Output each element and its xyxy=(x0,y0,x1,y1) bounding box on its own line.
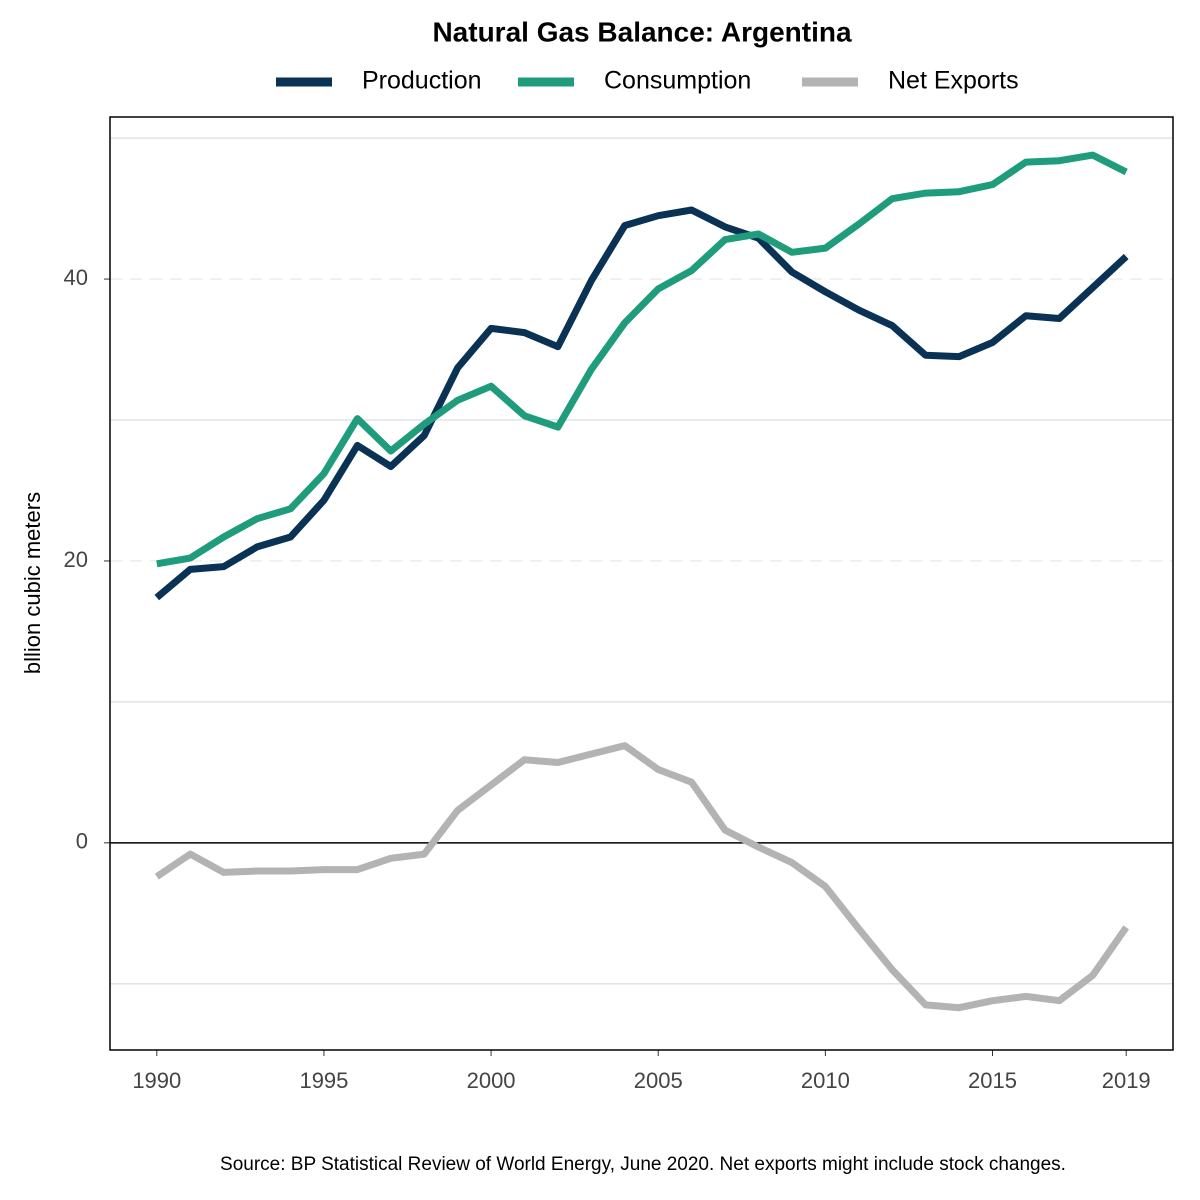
legend-label: Production xyxy=(362,67,482,95)
x-tick-label: 2010 xyxy=(801,1068,850,1093)
x-tick-label: 2005 xyxy=(634,1068,683,1093)
x-tick-label: 2019 xyxy=(1102,1068,1151,1093)
series-line xyxy=(154,742,1130,1012)
chart-title: Natural Gas Balance: Argentina xyxy=(432,16,852,47)
source-note: Source: BP Statistical Review of World E… xyxy=(220,1154,1066,1175)
x-tick-label: 1990 xyxy=(132,1068,181,1093)
y-tick-label: 20 xyxy=(64,547,88,572)
x-tick-label: 2015 xyxy=(968,1068,1017,1093)
series-line xyxy=(154,206,1129,601)
legend-label: Net Exports xyxy=(888,67,1019,95)
x-tick-label: 2000 xyxy=(467,1068,516,1093)
legend-label: Consumption xyxy=(604,67,751,95)
y-axis-label: bllion cubic meters xyxy=(20,492,45,674)
y-tick-label: 40 xyxy=(64,265,88,290)
series-line xyxy=(156,151,1128,568)
y-tick-label: 0 xyxy=(76,829,88,854)
plot-frame xyxy=(109,116,1174,1051)
x-tick-label: 1995 xyxy=(299,1068,348,1093)
